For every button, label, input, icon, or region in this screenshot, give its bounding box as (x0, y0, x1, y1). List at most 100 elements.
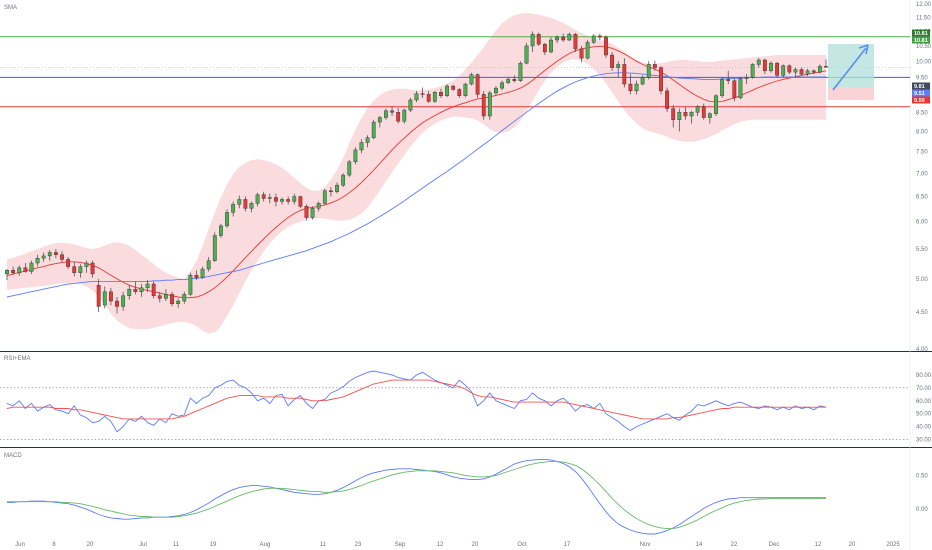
candle-34[interactable] (212, 232, 217, 262)
candle-105[interactable] (646, 61, 651, 80)
candle-32[interactable] (200, 266, 205, 279)
candle-61[interactable] (377, 116, 382, 128)
candle-22[interactable] (139, 283, 144, 298)
candle-56[interactable] (347, 160, 352, 177)
candle-96[interactable] (591, 34, 596, 45)
candle-117[interactable] (720, 77, 724, 98)
candle-84[interactable] (518, 61, 523, 83)
candle-27[interactable] (170, 291, 174, 307)
candle-124[interactable] (762, 58, 767, 75)
candle-116[interactable] (714, 94, 718, 117)
candle-10[interactable] (66, 257, 71, 270)
candle-49[interactable] (304, 204, 309, 221)
candle-78[interactable] (481, 90, 486, 120)
candle-20[interactable] (127, 285, 132, 300)
candle-125[interactable] (769, 61, 773, 73)
candle-41[interactable] (255, 192, 260, 207)
candle-53[interactable] (329, 187, 333, 197)
candle-123[interactable] (756, 58, 761, 68)
candle-129[interactable] (793, 67, 798, 78)
candle-134[interactable] (824, 59, 828, 68)
candle-50[interactable] (310, 206, 315, 220)
candle-118[interactable] (726, 70, 731, 85)
candle-69[interactable] (426, 90, 431, 103)
candle-66[interactable] (408, 97, 413, 113)
candle-65[interactable] (402, 108, 407, 124)
candle-13[interactable] (84, 260, 89, 273)
candle-110[interactable] (677, 108, 682, 132)
candle-130[interactable] (799, 67, 804, 76)
candle-33[interactable] (206, 257, 211, 272)
candle-76[interactable] (469, 72, 474, 86)
candle-99[interactable] (610, 51, 614, 71)
candle-109[interactable] (671, 104, 676, 128)
candle-37[interactable] (231, 201, 236, 217)
candle-59[interactable] (365, 135, 370, 148)
candle-89[interactable] (549, 37, 553, 54)
stop-zone[interactable] (828, 88, 874, 100)
candle-79[interactable] (487, 90, 492, 120)
candle-11[interactable] (72, 261, 77, 277)
candle-73[interactable] (451, 84, 456, 91)
candle-9[interactable] (60, 251, 64, 262)
candle-64[interactable] (396, 107, 401, 124)
candle-63[interactable] (390, 106, 394, 117)
candle-26[interactable] (164, 289, 168, 302)
candle-121[interactable] (744, 74, 749, 85)
candle-68[interactable] (420, 87, 425, 98)
candle-52[interactable] (322, 188, 327, 205)
candle-19[interactable] (121, 291, 126, 311)
candle-47[interactable] (292, 193, 297, 205)
candle-6[interactable] (41, 252, 46, 262)
candle-122[interactable] (750, 63, 755, 79)
candle-104[interactable] (640, 75, 645, 86)
candle-71[interactable] (439, 88, 443, 98)
candle-43[interactable] (267, 193, 272, 204)
price-pane[interactable]: 4.00 4.50 5.00 5.50 6.00 6.50 7.00 7.50 8.00 8.50… (0, 2, 932, 353)
candle-12[interactable] (78, 264, 83, 278)
rsi-pane[interactable]: 30.00 40.00 50.00 60.00 70.00 80.00 (0, 370, 932, 444)
candle-126[interactable] (775, 61, 780, 78)
candle-113[interactable] (695, 104, 700, 117)
candle-82[interactable] (506, 77, 511, 85)
candle-39[interactable] (243, 196, 248, 212)
candle-103[interactable] (634, 80, 639, 95)
candle-128[interactable] (787, 64, 792, 75)
candle-58[interactable] (359, 139, 364, 154)
candle-93[interactable] (573, 33, 578, 52)
candle-90[interactable] (555, 35, 559, 43)
candle-31[interactable] (194, 270, 199, 281)
candle-77[interactable] (475, 73, 480, 98)
candle-44[interactable] (274, 193, 278, 207)
candle-72[interactable] (445, 84, 449, 98)
candle-88[interactable] (542, 42, 547, 56)
candle-87[interactable] (536, 32, 541, 46)
candle-55[interactable] (341, 173, 346, 188)
candle-29[interactable] (182, 291, 187, 304)
candle-24[interactable] (151, 281, 156, 299)
candle-111[interactable] (683, 107, 688, 120)
candle-81[interactable] (500, 80, 504, 91)
candle-97[interactable] (597, 33, 602, 41)
candle-112[interactable] (689, 110, 694, 124)
candle-94[interactable] (579, 45, 584, 63)
candle-0[interactable] (5, 269, 9, 281)
candle-51[interactable] (316, 201, 321, 212)
candle-119[interactable] (732, 78, 737, 102)
candle-35[interactable] (219, 223, 223, 238)
projection-arrow[interactable] (832, 47, 867, 91)
candle-48[interactable] (298, 195, 303, 209)
candle-91[interactable] (561, 33, 566, 42)
candle-98[interactable] (604, 35, 608, 59)
candle-54[interactable] (335, 182, 339, 194)
candle-16[interactable] (102, 286, 107, 309)
candle-4[interactable] (29, 260, 34, 274)
candle-15[interactable] (96, 278, 101, 313)
candle-17[interactable] (109, 287, 113, 306)
candle-115[interactable] (707, 112, 712, 124)
candle-75[interactable] (463, 82, 468, 98)
candle-120[interactable] (738, 77, 743, 100)
long-position-tool[interactable] (828, 44, 874, 100)
candle-86[interactable] (530, 31, 535, 52)
candle-21[interactable] (133, 281, 138, 295)
